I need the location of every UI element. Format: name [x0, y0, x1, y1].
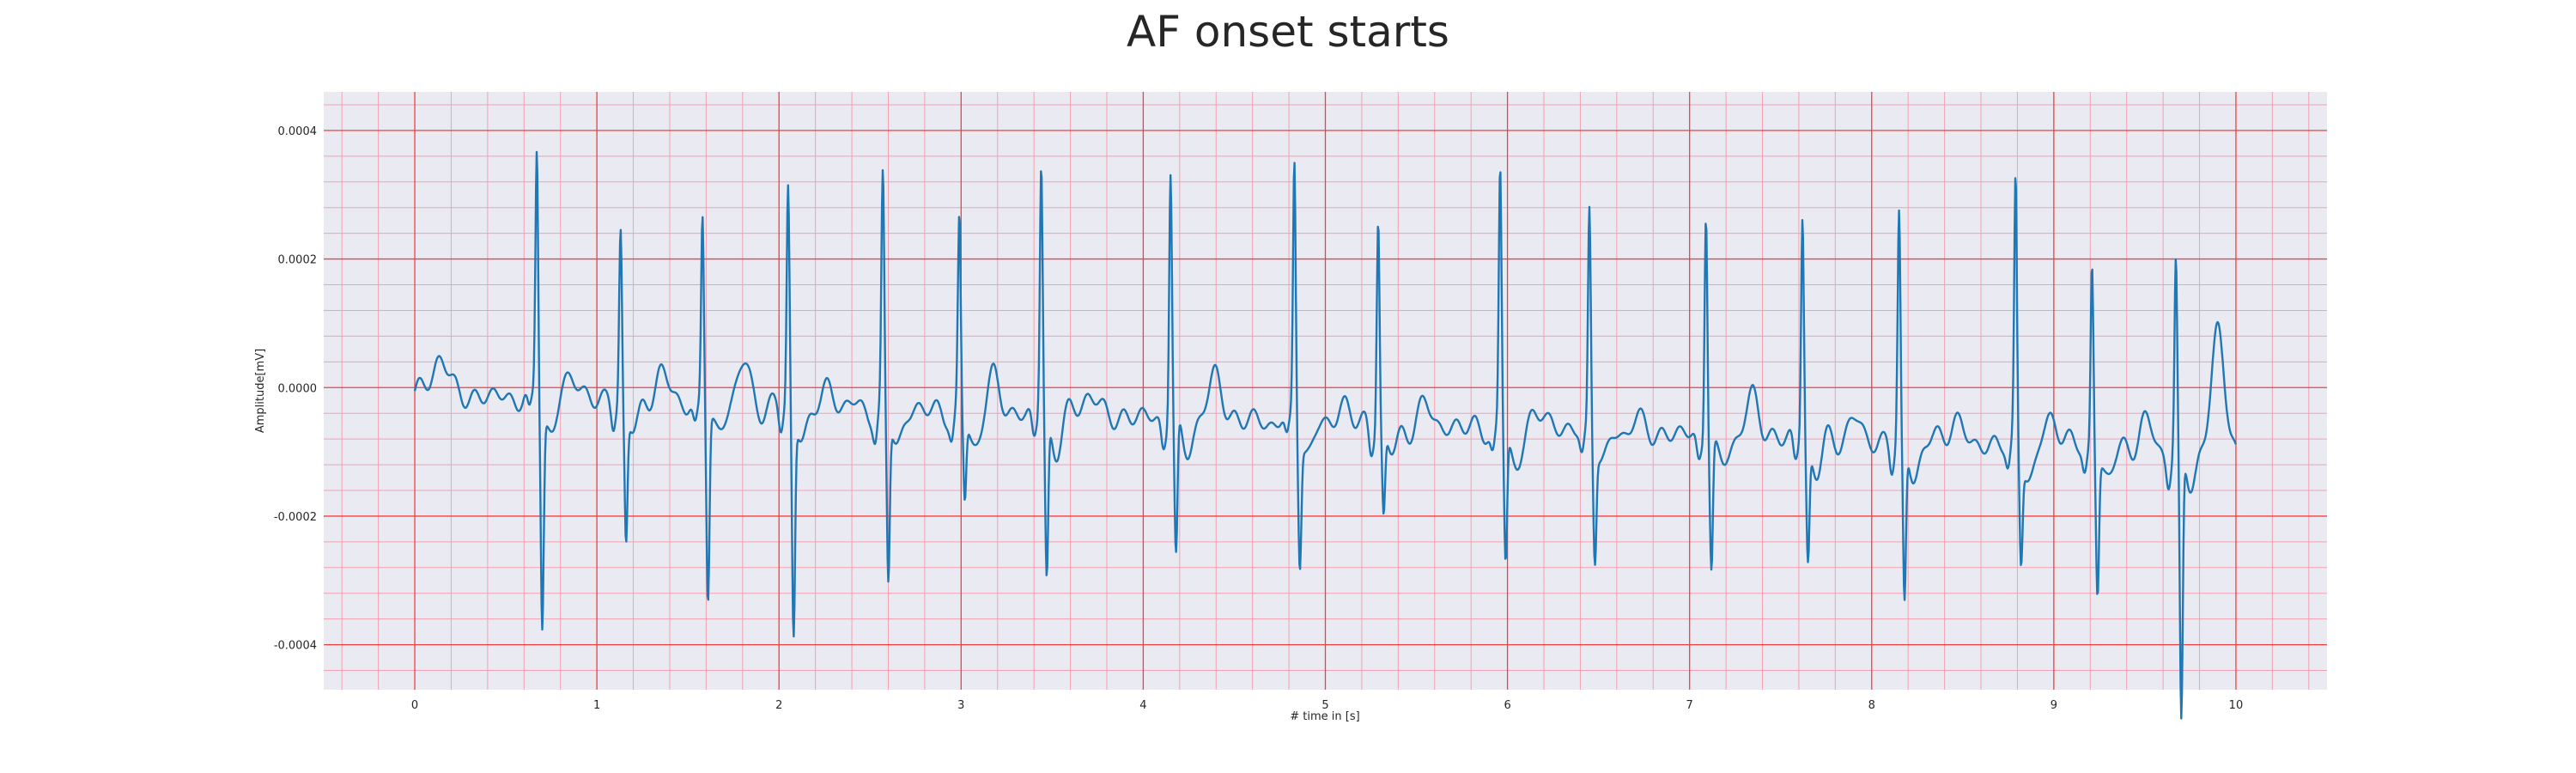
x-tick-label: 10	[2229, 699, 2244, 712]
y-tick-label: -0.0002	[274, 511, 317, 524]
x-tick-label: 7	[1686, 699, 1693, 712]
y-tick-label: 0.0000	[278, 382, 318, 395]
y-tick-label: 0.0004	[278, 125, 318, 138]
x-tick-label: 4	[1139, 699, 1146, 712]
x-tick-label: 6	[1504, 699, 1510, 712]
y-tick-label: -0.0004	[274, 640, 317, 653]
x-tick-label: 2	[775, 699, 782, 712]
x-tick-label: 5	[1321, 699, 1328, 712]
x-tick-label: 0	[411, 699, 418, 712]
x-tick-label: 9	[2050, 699, 2057, 712]
x-tick-label: 8	[1868, 699, 1875, 712]
ecg-signal-line	[413, 150, 2238, 720]
y-axis-label: Amplitude[mV]	[254, 349, 267, 433]
x-tick-labels: 0 1 2 3 4 5 6 7 8 9 10	[411, 699, 2243, 712]
y-tick-label: 0.0002	[278, 254, 318, 267]
plot-area-group	[324, 92, 2327, 720]
x-axis-label: # time in [s]	[1290, 710, 1359, 723]
x-tick-label: 1	[593, 699, 600, 712]
chart-title: AF onset starts	[1127, 7, 1449, 57]
x-tick-label: 3	[957, 699, 964, 712]
major-grid	[324, 92, 2327, 690]
y-tick-labels: 0.0004 0.0002 0.0000 -0.0002 -0.0004	[274, 125, 317, 653]
